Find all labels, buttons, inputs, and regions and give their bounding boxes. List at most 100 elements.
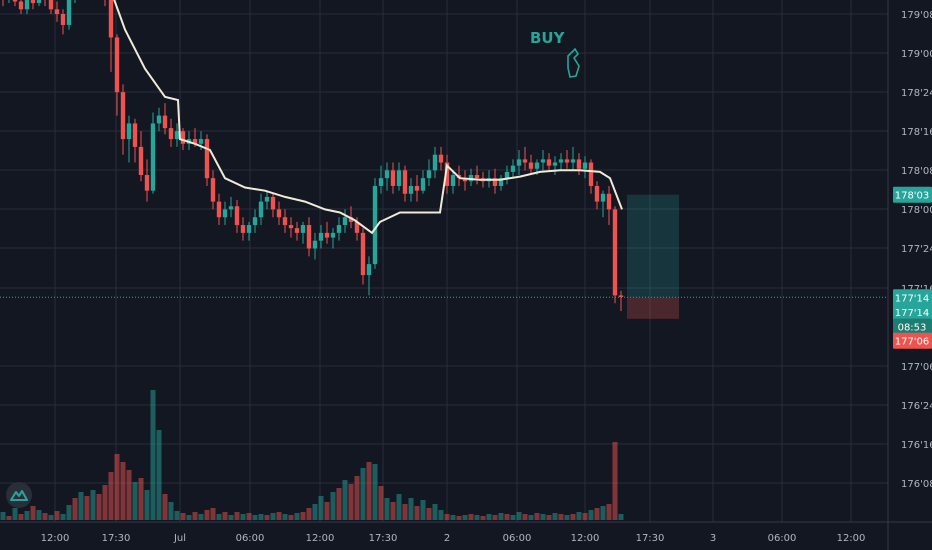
tradingview-logo[interactable] — [6, 482, 32, 508]
buy-annotation[interactable]: BUY — [530, 29, 580, 78]
volume-bar — [156, 430, 162, 520]
volume-bar — [240, 514, 246, 520]
volume-bar — [378, 486, 384, 520]
volume-bar — [546, 515, 552, 520]
candle-body — [348, 217, 354, 222]
volume-bar — [384, 498, 390, 520]
price-tag: 177'06 — [893, 332, 932, 349]
volume-bar — [288, 515, 294, 520]
volume-bar — [258, 514, 264, 520]
candle-body — [180, 131, 186, 144]
candle-body — [414, 185, 420, 191]
volume-bar — [114, 454, 120, 520]
candle-body — [270, 196, 276, 210]
candle-body — [522, 159, 528, 163]
volume-bar — [324, 502, 330, 520]
price-tag: 178'03 — [893, 186, 932, 203]
volume-bar — [72, 498, 78, 520]
volume-bar — [96, 494, 102, 520]
volume-bar — [234, 512, 240, 520]
volume-bar — [306, 508, 312, 520]
volume-bar — [492, 515, 498, 520]
candle-body — [168, 128, 174, 140]
candle-body — [528, 162, 534, 169]
time-tick-label: 2 — [444, 533, 450, 544]
volume-bar — [120, 462, 126, 520]
volume-bar — [444, 514, 450, 520]
price-tick-label: 178'08 — [901, 166, 932, 177]
candle-body — [36, 0, 42, 4]
candle-body — [438, 154, 444, 163]
hand-pointer-icon[interactable] — [567, 47, 580, 78]
candle-body — [420, 178, 426, 191]
volume-bar — [108, 472, 114, 520]
buy-text-annotation[interactable]: BUY — [530, 29, 566, 47]
volume-bar — [174, 511, 180, 520]
candle-body — [564, 159, 570, 163]
candle-body — [342, 217, 348, 226]
candle-body — [288, 225, 294, 229]
candle-body — [534, 162, 540, 169]
volume-bar — [12, 508, 18, 520]
volume-bar — [468, 514, 474, 520]
volume-bar — [582, 513, 588, 520]
time-tick-label: 12:00 — [41, 533, 70, 544]
time-tick-label: 12:00 — [571, 533, 600, 544]
candle-body — [192, 139, 198, 144]
volume-bar — [372, 464, 378, 520]
volume-bar — [618, 514, 624, 520]
candle-body — [132, 123, 138, 147]
price-tag: 177'14 — [893, 289, 932, 306]
volume-bar — [558, 514, 564, 520]
volume-bar — [60, 514, 66, 520]
candle-body — [504, 171, 510, 179]
volume-bar — [486, 514, 492, 520]
candle-body — [264, 196, 270, 202]
time-axis[interactable]: 12:00 17:30 Jul 06:00 12:00 17:30 2 06:00 12:00 1… — [41, 533, 866, 544]
price-tick-label: 179'00 — [901, 49, 932, 60]
volume-bar — [570, 514, 576, 520]
volume-bar — [168, 502, 174, 520]
candle-body — [156, 115, 162, 124]
candle-body — [24, 0, 30, 10]
candle-body — [294, 228, 300, 233]
volume-bar — [390, 502, 396, 520]
volume-bar — [348, 484, 354, 520]
time-tick-label: 06:00 — [236, 533, 265, 544]
volume-bar — [534, 513, 540, 520]
time-tick-label: 17:30 — [369, 533, 398, 544]
price-tag-background — [893, 303, 932, 320]
candle-body — [306, 225, 312, 249]
candle-body — [360, 232, 366, 276]
volume-bar — [228, 515, 234, 520]
volume-bar — [66, 505, 72, 520]
candle-body — [246, 225, 252, 233]
volume-bar — [354, 476, 360, 520]
volume-bar — [54, 511, 60, 520]
candle-body — [12, 0, 18, 2]
price-axis[interactable]: 179'08 179'00 178'24 178'16 178'08 178'00 177'… — [901, 10, 932, 490]
time-tick-label: 12:00 — [837, 533, 866, 544]
candle-body — [558, 159, 564, 163]
volume-bar — [540, 514, 546, 520]
moving-average-line — [113, 0, 623, 235]
candle-body — [48, 0, 54, 10]
candle-body — [312, 240, 318, 249]
volume-bar — [270, 513, 276, 520]
price-tag: 177'14 — [893, 303, 932, 320]
volume-bar — [276, 512, 282, 520]
volume-bar — [192, 512, 198, 520]
volume-bar — [282, 514, 288, 520]
volume-bar — [222, 512, 228, 520]
candle-body — [384, 170, 390, 179]
volume-bar — [24, 511, 30, 520]
candle-body — [18, 1, 24, 10]
long-position-tool[interactable] — [627, 194, 679, 319]
candle-body — [618, 295, 624, 297]
volume-bar — [126, 470, 132, 520]
time-tick-label: 06:00 — [768, 533, 797, 544]
volume-bar — [48, 515, 54, 520]
volume-bar — [336, 488, 342, 520]
volume-bar — [594, 508, 600, 520]
